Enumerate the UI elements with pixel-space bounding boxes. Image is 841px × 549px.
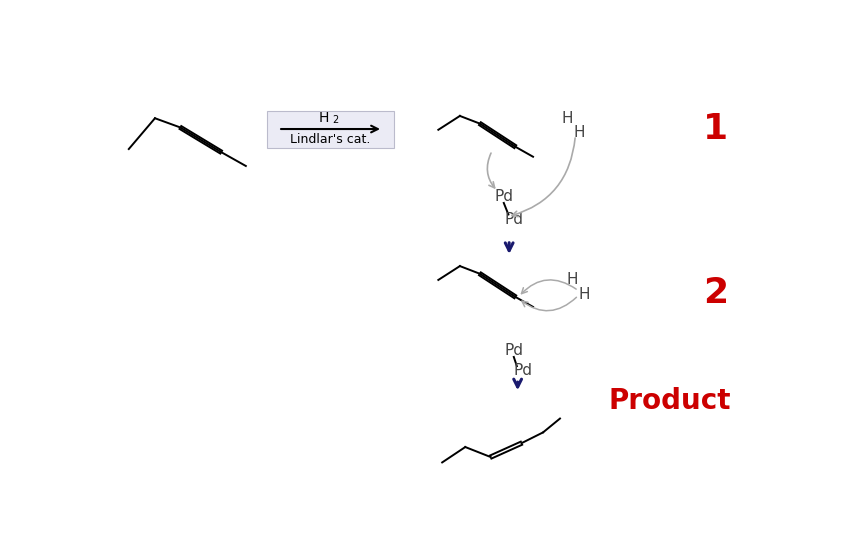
Text: Pd: Pd [495, 189, 514, 204]
Text: H: H [319, 111, 329, 125]
Text: Product: Product [608, 387, 731, 415]
Text: H: H [567, 272, 579, 288]
Text: 2: 2 [332, 115, 338, 125]
Text: Pd: Pd [505, 343, 524, 358]
Text: H: H [579, 287, 590, 302]
FancyBboxPatch shape [267, 110, 394, 148]
Text: 1: 1 [703, 112, 728, 146]
Text: Lindlar's cat.: Lindlar's cat. [290, 133, 371, 146]
Text: Pd: Pd [513, 362, 532, 378]
Text: 2: 2 [703, 276, 728, 310]
Text: Pd: Pd [505, 212, 524, 227]
Text: H: H [574, 125, 585, 141]
Text: H: H [562, 111, 573, 126]
